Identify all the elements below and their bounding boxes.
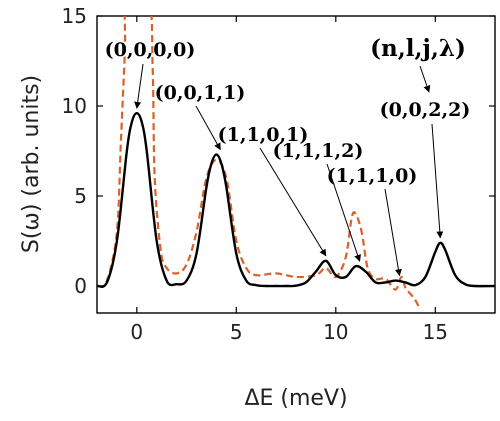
annotation-label: (1,1,1,2) <box>273 140 364 162</box>
y-tick-label: 15 <box>62 4 87 28</box>
annotation-legend-label: (n,l,j,λ) <box>370 35 466 62</box>
x-tick-label: 15 <box>423 320 448 344</box>
annotation-label: (0,0,2,2) <box>380 99 471 121</box>
annotation-label: (0,0,0,0) <box>105 39 196 61</box>
annotation-arrow <box>326 163 361 262</box>
y-tick-label: 0 <box>74 274 87 298</box>
y-tick-label: 10 <box>62 94 87 118</box>
x-tick-label: 0 <box>130 320 143 344</box>
y-axis-title: S(ω) (arb. units) <box>19 75 44 253</box>
annotation-arrow <box>195 105 221 151</box>
annotation-arrow <box>259 147 327 257</box>
annotation-arrow <box>431 123 444 239</box>
y-tick-label: 5 <box>74 184 87 208</box>
x-axis-title: ΔE (meV) <box>244 386 347 411</box>
x-tick-label: 5 <box>230 320 243 344</box>
plot-area <box>96 15 496 314</box>
series-line-dashed <box>97 16 421 309</box>
annotation-legend-arrow <box>419 65 431 93</box>
annotation-label: (0,0,1,1) <box>155 82 246 104</box>
x-tick-label: 10 <box>323 320 348 344</box>
annotation-label: (1,1,0,1) <box>218 124 309 146</box>
annotation-label: (1,1,1,0) <box>327 165 418 187</box>
series-line-solid <box>97 111 495 288</box>
annotation-arrow <box>134 63 144 109</box>
annotation-arrow <box>384 188 402 277</box>
